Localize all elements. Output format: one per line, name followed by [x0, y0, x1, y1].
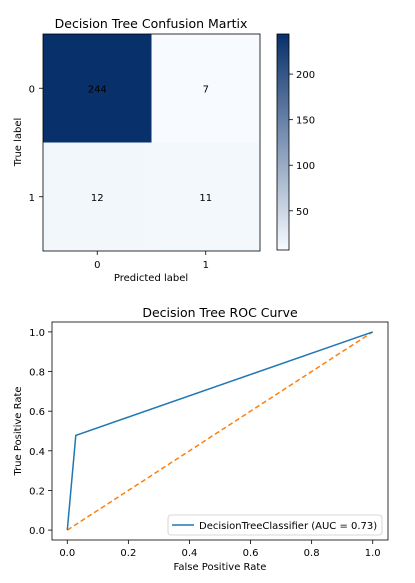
legend-label: DecisionTreeClassifier (AUC = 0.73) [199, 521, 377, 532]
roc-axes: 0.0 0.2 0.4 0.6 0.8 1.0 0.0 0.2 0.4 0.6 0.8 1.0 [29, 328, 381, 559]
roc-title: Decision Tree ROC Curve [142, 305, 298, 320]
roc-ytick-label: 0.2 [29, 486, 45, 497]
cm-axes: 0 1 0 1 [29, 33, 261, 271]
roc-xlabel: False Positive Rate [174, 562, 267, 573]
cm-ytick-label: 1 [29, 193, 35, 204]
roc-ytick-label: 0.8 [29, 368, 45, 379]
cm-colorbar-tick-label: 50 [296, 207, 309, 218]
roc-xtick-label: 0.4 [182, 548, 198, 559]
cm-cell-value: 244 [88, 84, 107, 95]
cm-xtick-label: 0 [94, 260, 100, 271]
cm-cell [43, 34, 152, 143]
cm-colorbar: 50 100 150 200 [276, 33, 315, 251]
confusion-matrix-chart: Decision Tree Confusion Martix 244 712 11 … [13, 16, 315, 284]
roc-lines [66, 331, 374, 531]
cm-cell-value: 11 [199, 193, 212, 204]
cm-cell [151, 142, 260, 251]
roc-chance-line [66, 331, 374, 531]
roc-ytick-label: 0.6 [29, 407, 45, 418]
cm-cell [151, 34, 260, 143]
roc-ytick-label: 0.4 [29, 447, 45, 458]
roc-curve-line [66, 331, 373, 531]
cm-ytick-label: 0 [29, 84, 35, 95]
cm-xlabel: Predicted label [114, 273, 188, 284]
roc-xtick-label: 1.0 [365, 548, 381, 559]
roc-ylabel: True Positive Rate [13, 386, 24, 476]
cm-xtick-label: 1 [203, 260, 209, 271]
roc-chart: Decision Tree ROC Curve 0.0 0.2 0.4 0.6 0.8 1… [13, 305, 389, 573]
cm-cell [43, 142, 152, 251]
cm-ylabel: True label [13, 118, 24, 168]
cm-frame [42, 33, 261, 252]
cm-title: Decision Tree Confusion Martix [55, 16, 248, 31]
cm-cell-value: 12 [91, 193, 104, 204]
cm-colorbar-bar [276, 33, 290, 251]
cm-colorbar-tick-label: 200 [296, 70, 315, 81]
cm-cell-value: 7 [203, 84, 209, 95]
roc-legend[interactable]: DecisionTreeClassifier (AUC = 0.73) [167, 514, 383, 536]
roc-xtick-label: 0.8 [304, 548, 320, 559]
roc-ytick-label: 1.0 [29, 328, 45, 339]
cm-colorbar-tick-label: 150 [296, 116, 315, 127]
roc-plot-frame [51, 321, 389, 541]
legend-box [167, 514, 383, 536]
roc-xtick-label: 0.2 [120, 548, 136, 559]
roc-xtick-label: 0.6 [243, 548, 259, 559]
roc-ytick-label: 0.0 [29, 526, 45, 537]
cm-cells: 244 7 12 11 [43, 34, 260, 251]
roc-xtick-label: 0.0 [59, 548, 75, 559]
cm-colorbar-tick-label: 100 [296, 161, 315, 172]
